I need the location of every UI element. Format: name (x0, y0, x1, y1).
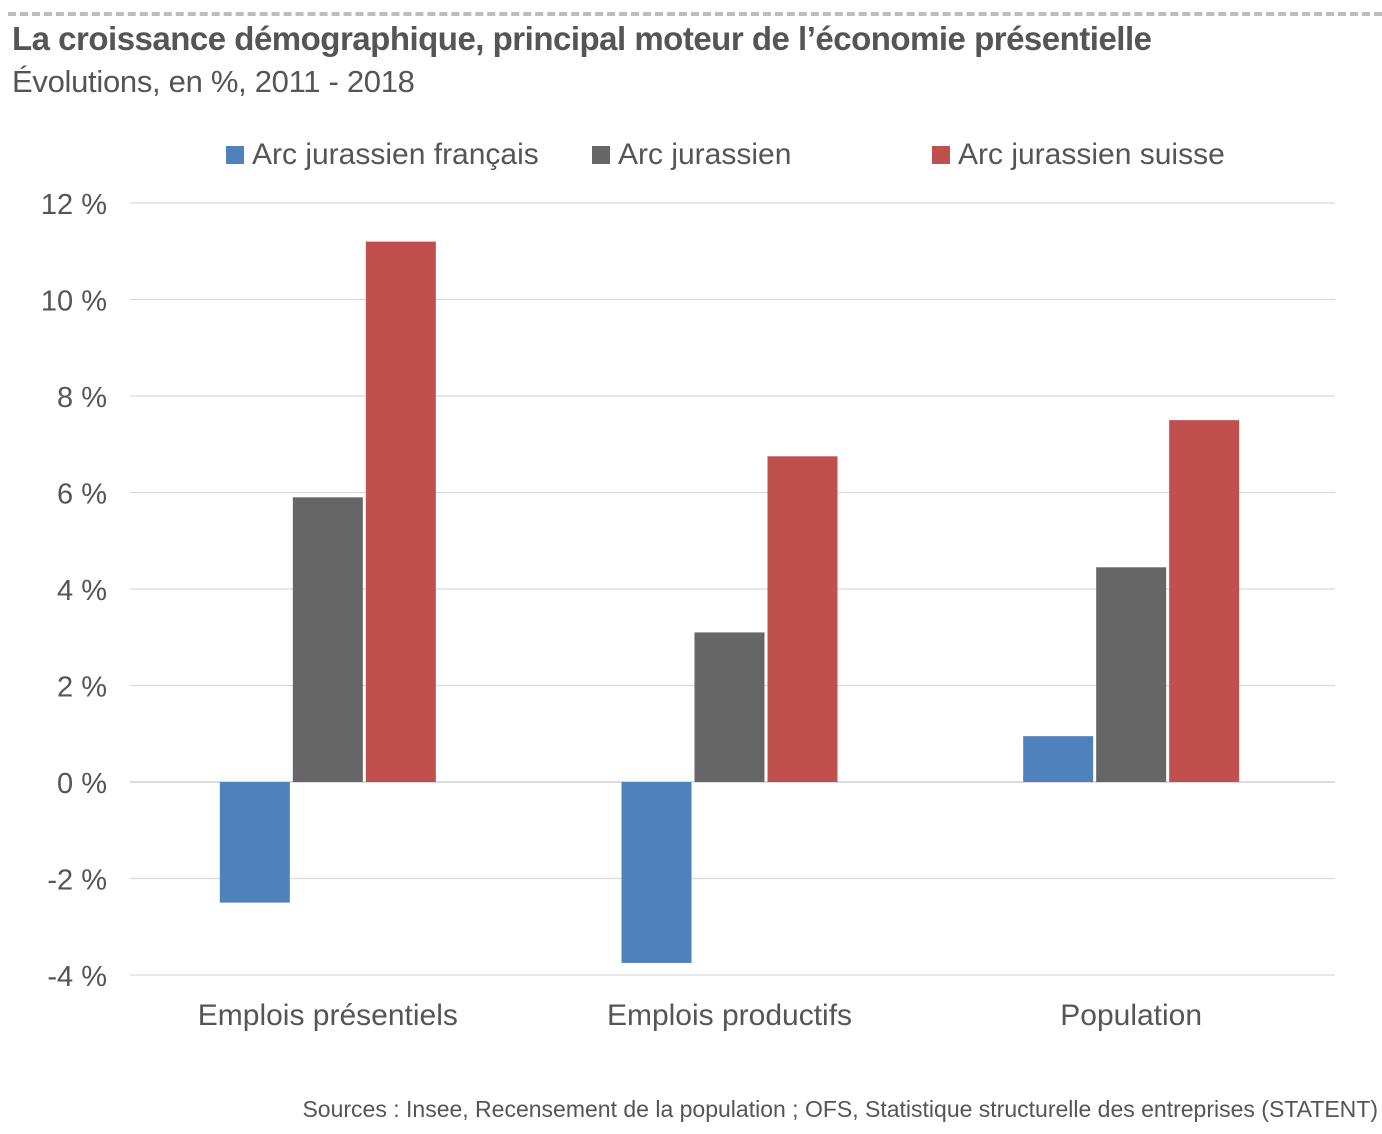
top-dashed-rule (8, 12, 1382, 16)
bar (219, 782, 290, 903)
bar (365, 241, 436, 783)
chart-subtitle: Évolutions, en %, 2011 - 2018 (12, 64, 415, 99)
y-tick-label: 0 % (57, 768, 107, 800)
bar (694, 632, 765, 782)
y-tick-label: 8 % (57, 382, 107, 414)
legend-swatch-blue (226, 146, 244, 164)
legend-swatch-gray (592, 146, 610, 164)
y-tick-label: -2 % (47, 865, 107, 897)
y-tick-label: 12 % (41, 189, 107, 221)
y-tick-label: 2 % (57, 672, 107, 704)
y-tick-label: -4 % (47, 961, 107, 993)
legend-item-arc-jurassien: Arc jurassien (592, 138, 791, 172)
y-tick-label: 6 % (57, 479, 107, 511)
legend-item-arc-jurassien-francais: Arc jurassien français (226, 138, 539, 172)
x-category-label: Emplois présentiels (198, 999, 458, 1032)
x-category-label: Population (1060, 999, 1202, 1032)
bar (1096, 567, 1167, 782)
legend-label: Arc jurassien français (252, 138, 539, 171)
legend-label: Arc jurassien (618, 138, 792, 171)
legend-item-arc-jurassien-suisse: Arc jurassien suisse (932, 138, 1225, 172)
legend-label: Arc jurassien suisse (958, 138, 1225, 171)
x-category-label: Emplois productifs (607, 999, 852, 1032)
bar (621, 782, 692, 963)
bar (767, 456, 838, 782)
bar (1169, 420, 1240, 782)
bar (292, 497, 363, 782)
legend: Arc jurassien français Arc jurassien Arc… (0, 138, 1382, 182)
y-tick-label: 10 % (41, 286, 107, 318)
bar (1023, 736, 1094, 782)
y-tick-label: 4 % (57, 575, 107, 607)
legend-swatch-red (932, 146, 950, 164)
chart-title: La croissance démographique, principal m… (12, 20, 1152, 57)
source-note: Sources : Insee, Recensement de la popul… (302, 1096, 1378, 1122)
